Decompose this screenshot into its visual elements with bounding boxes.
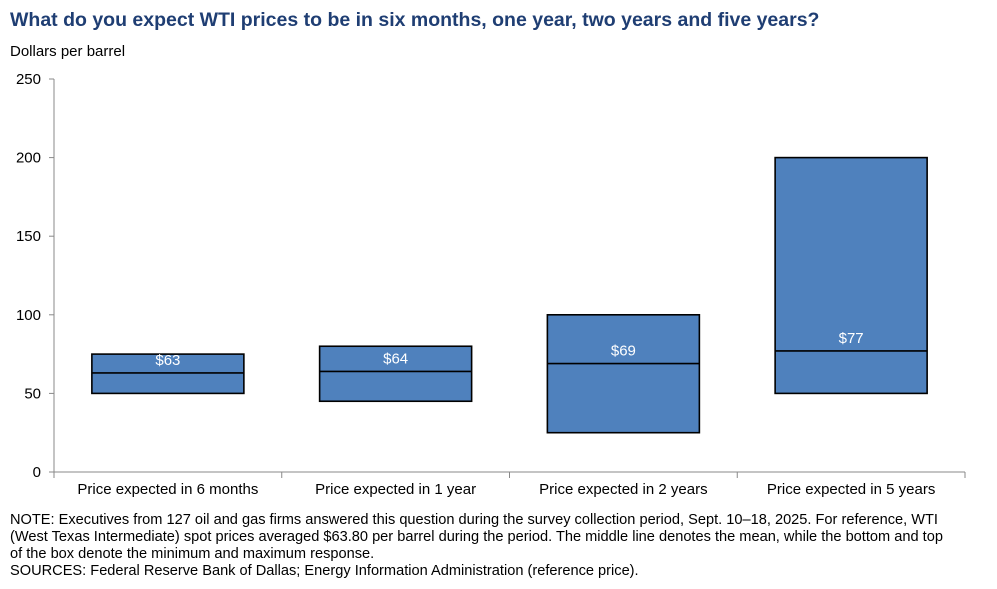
mean-value-label: $77 bbox=[839, 330, 864, 347]
footnote: NOTE: Executives from 127 oil and gas fi… bbox=[10, 512, 956, 580]
range-box bbox=[318, 345, 473, 403]
y-tick-label: 250 bbox=[16, 71, 41, 88]
chart-title: What do you expect WTI prices to be in s… bbox=[10, 9, 820, 31]
sources-text: SOURCES: Federal Reserve Bank of Dallas;… bbox=[10, 563, 639, 579]
mean-value-label: $63 bbox=[155, 352, 180, 369]
mean-value-label: $64 bbox=[383, 350, 408, 367]
y-tick-label: 200 bbox=[16, 150, 41, 167]
mean-value-label: $69 bbox=[611, 343, 636, 360]
x-axis-labels: Price expected in 6 months Price expected… bbox=[53, 472, 966, 498]
y-axis-ticks: 0 50 100 150 200 250 bbox=[16, 71, 54, 481]
x-category-label: Price expected in 2 years bbox=[539, 481, 707, 498]
y-tick-label: 0 bbox=[33, 464, 41, 481]
range-box bbox=[546, 313, 701, 434]
y-tick-label: 150 bbox=[16, 228, 41, 245]
boxes: $63 $64 $69 $77 bbox=[91, 156, 928, 434]
y-tick-label: 100 bbox=[16, 307, 41, 324]
y-axis-unit-label: Dollars per barrel bbox=[10, 43, 126, 60]
x-category-label: Price expected in 5 years bbox=[767, 481, 935, 498]
x-category-label: Price expected in 6 months bbox=[77, 481, 258, 498]
note-text: NOTE: Executives from 127 oil and gas fi… bbox=[10, 512, 943, 562]
y-tick-label: 50 bbox=[24, 385, 41, 402]
range-box bbox=[774, 156, 928, 395]
box-chart: 0 50 100 150 200 250 $63 $64 $69 $77 Price expec… bbox=[16, 71, 966, 498]
x-category-label: Price expected in 1 year bbox=[315, 481, 476, 498]
